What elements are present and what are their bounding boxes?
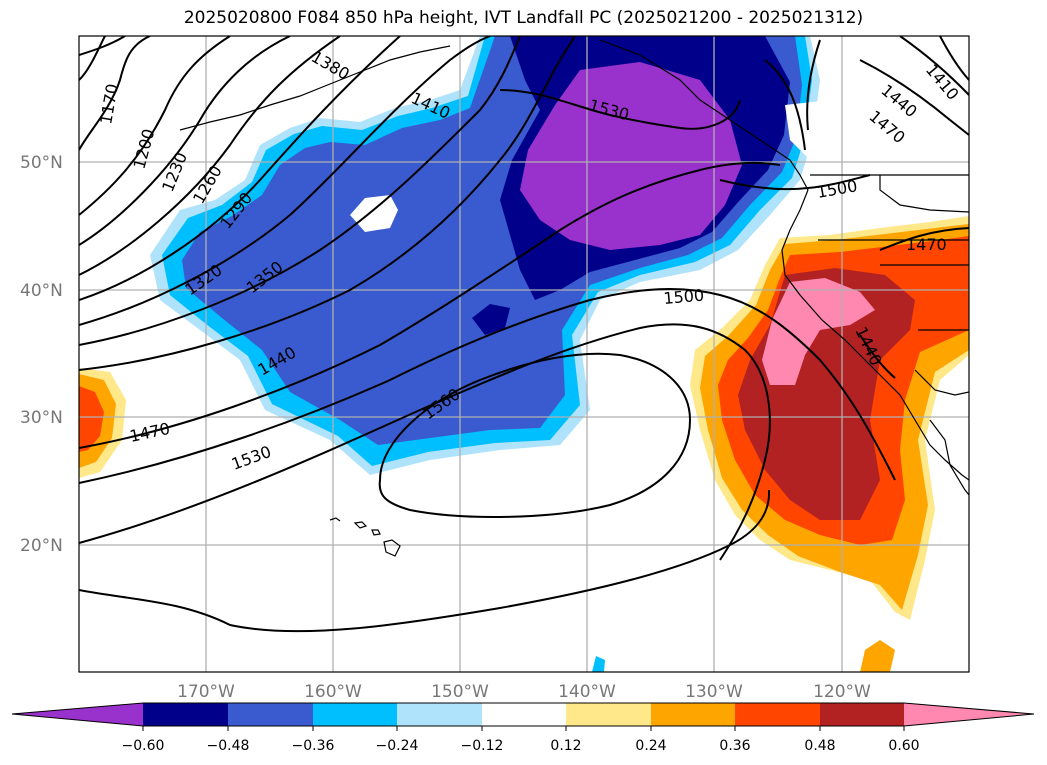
lat-label: 30°N xyxy=(20,408,63,428)
shade-small-navy xyxy=(472,304,510,335)
contour-label: 1170 xyxy=(96,82,122,125)
shading-layer: 1170 1200 1230 1260 1290 1320 1350 1380 … xyxy=(79,36,969,672)
contour-label: 1380 xyxy=(308,47,353,84)
shade-hole xyxy=(350,195,398,232)
colorbar-tick-label: −0.24 xyxy=(376,738,419,754)
colorbar-cell xyxy=(904,703,1034,726)
colorbar-tick-label: 0.48 xyxy=(804,738,835,754)
lat-label: 40°N xyxy=(20,281,63,301)
coastlines xyxy=(179,39,969,557)
map-title: 2025020800 F084 850 hPa height, IVT Land… xyxy=(183,8,864,28)
shade-purple xyxy=(520,62,742,250)
colorbar-cell xyxy=(12,703,143,726)
lon-label: 170°W xyxy=(177,682,235,702)
colorbar-cell xyxy=(651,703,735,726)
longitude-labels: 170°W 160°W 150°W 140°W 130°W 120°W xyxy=(177,682,871,702)
shade-west-red xyxy=(79,386,104,452)
shade-small-sky xyxy=(592,656,605,672)
contour-label: 1500 xyxy=(815,176,858,202)
colorbar-tick-label: −0.36 xyxy=(292,738,335,754)
lat-label: 50°N xyxy=(20,153,63,173)
shade-pink xyxy=(762,278,875,385)
colorbar-tick-label: 0.12 xyxy=(550,738,581,754)
colorbar: −0.60 −0.48 −0.36 −0.24 −0.12 0.12 0.24 … xyxy=(11,702,1035,754)
lat-label: 20°N xyxy=(20,536,63,556)
lon-label: 150°W xyxy=(431,682,489,702)
latitude-labels: 50°N 40°N 30°N 20°N xyxy=(20,153,63,556)
colorbar-cell xyxy=(735,703,820,726)
colorbar-tick-label: −0.12 xyxy=(461,738,504,754)
colorbar-tick-label: −0.48 xyxy=(207,738,250,754)
contour-label-group: 1170 1200 1230 1260 1290 1320 1350 1380 … xyxy=(96,47,962,474)
lon-label: 160°W xyxy=(304,682,362,702)
height-contours xyxy=(79,36,969,633)
colorbar-cell xyxy=(313,703,397,726)
colorbar-cell xyxy=(482,703,566,726)
contour-label: 1530 xyxy=(229,442,274,474)
colorbar-ticks xyxy=(142,726,905,731)
colorbar-cell xyxy=(143,703,228,726)
map-frame xyxy=(78,35,970,673)
lon-label: 140°W xyxy=(558,682,616,702)
contour-label: 1470 xyxy=(906,235,947,254)
shade-hole xyxy=(785,100,969,175)
colorbar-tick-label: 0.60 xyxy=(888,738,919,754)
colorbar-tick-label: −0.60 xyxy=(122,738,165,754)
colorbar-cell xyxy=(566,703,651,726)
colorbar-tick-label: 0.36 xyxy=(719,738,750,754)
contour-label: 1470 xyxy=(128,419,172,446)
colorbar-cell xyxy=(820,703,904,726)
contour-label: 1200 xyxy=(130,127,159,171)
shade-orange-south xyxy=(860,640,895,672)
colorbar-cell xyxy=(397,703,482,726)
gridlines xyxy=(79,36,969,672)
lon-label: 130°W xyxy=(685,682,743,702)
colorbar-tick-label: 0.24 xyxy=(635,738,666,754)
contour-label: 1500 xyxy=(663,286,705,308)
lon-label: 120°W xyxy=(813,682,871,702)
colorbar-cell xyxy=(228,703,313,726)
